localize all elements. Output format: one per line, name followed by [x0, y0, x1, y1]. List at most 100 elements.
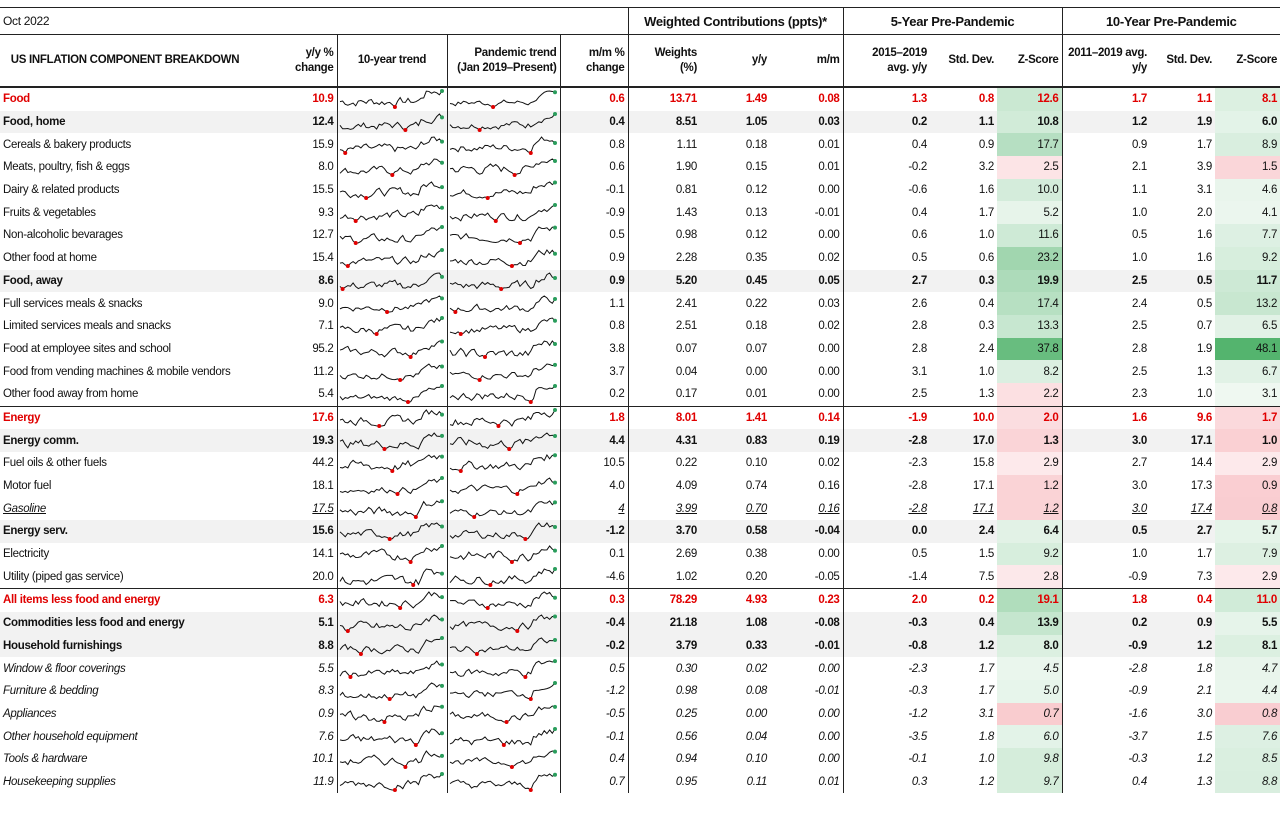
- cell: 1.1: [560, 292, 629, 315]
- column-header: m/m: [770, 34, 844, 88]
- cell: 10.1: [250, 747, 338, 771]
- z-score-cell: 2.9: [1215, 565, 1280, 589]
- cell: -0.3: [1128, 753, 1148, 766]
- z-score-cell: 8.5: [1215, 747, 1280, 771]
- sparkline-dot: [552, 614, 557, 619]
- cell: -1.6: [1128, 707, 1148, 720]
- cell: 2.5: [911, 388, 928, 401]
- z-score-cell: 48.1: [1215, 337, 1280, 361]
- sparkline: [449, 112, 557, 133]
- row-label: Appliances: [3, 707, 57, 720]
- sparkline-dot: [552, 251, 557, 256]
- sparkline-dot: [439, 274, 444, 279]
- z-score-cell: 23.2: [997, 246, 1063, 270]
- sparkline: [449, 658, 557, 679]
- cell: 0.4: [930, 611, 998, 635]
- sparkline-dot: [552, 596, 557, 601]
- cell: 1.41: [700, 405, 770, 430]
- cell: 1.43: [675, 206, 697, 219]
- cell: 0.02: [745, 662, 767, 675]
- cell: 0.0: [843, 520, 931, 543]
- cell: 1.0: [978, 229, 995, 242]
- sparkline-dot: [498, 286, 503, 291]
- cell: 0.4: [911, 206, 928, 219]
- cell: 0.8: [930, 86, 998, 111]
- cell: 3.0: [1131, 502, 1148, 515]
- cell: 1.8: [560, 405, 629, 430]
- cell: -1.2: [560, 520, 629, 543]
- cell: 2.8: [911, 342, 928, 355]
- trend-cell: [447, 747, 561, 771]
- sparkline-path: [339, 113, 442, 131]
- sparkline-path: [339, 705, 442, 723]
- sparkline-dot: [439, 412, 444, 417]
- sparkline: [339, 591, 444, 611]
- cell: -2.8: [908, 502, 928, 515]
- sparkline-dot: [353, 241, 358, 246]
- group-header: 5-Year Pre-Pandemic: [843, 7, 1063, 35]
- sparkline-path: [339, 409, 442, 427]
- sparkline-dot: [381, 446, 386, 451]
- sparkline: [339, 316, 444, 337]
- cell: -0.3: [908, 685, 928, 698]
- column-header: 2015–2019 avg. y/y: [843, 34, 931, 88]
- cell: 2.5: [1131, 320, 1148, 333]
- cell: 0.18: [745, 320, 767, 333]
- cell: -2.8: [1128, 662, 1148, 675]
- table-title: Oct 2022: [0, 7, 629, 35]
- z-score-cell: 1.5: [1215, 156, 1280, 179]
- row-label: Motor fuel: [3, 480, 52, 493]
- cell: -0.9: [560, 201, 629, 225]
- z-score-cell: 8.8: [1215, 770, 1280, 794]
- sparkline-dot: [392, 787, 397, 792]
- cell: 0.56: [675, 730, 697, 743]
- cell: 19.3: [250, 429, 338, 452]
- sparkline-path: [339, 272, 442, 290]
- sparkline-dot: [439, 617, 444, 622]
- sparkline-dot: [439, 730, 444, 735]
- inflation-table: Oct 2022 Weighted Contributions (ppts)* 5-…: [0, 7, 1280, 794]
- cell: 11.9: [250, 770, 338, 794]
- cell: 0.98: [675, 229, 697, 242]
- table-row: Household furnishings 8.8 -0.2 3.79 0.33 -0.0…: [0, 634, 1280, 658]
- cell: 9.3: [250, 201, 338, 225]
- sparkline-dot: [353, 218, 358, 223]
- sparkline-path: [339, 431, 442, 450]
- table-row: Limited services meals and snacks 7.1 0.8 2…: [0, 314, 1280, 338]
- cell: 0.58: [700, 520, 770, 543]
- trend-cell: [447, 224, 561, 247]
- sparkline: [339, 476, 444, 497]
- cell: -1.2: [560, 679, 629, 703]
- sparkline-path: [339, 158, 442, 177]
- cell: 17.1: [1150, 429, 1216, 452]
- cell: 1.7: [1196, 548, 1213, 561]
- sparkline-dot: [340, 286, 345, 291]
- z-score-cell: 1.2: [997, 497, 1063, 521]
- trend-cell: [447, 770, 561, 794]
- trend-cell: [337, 86, 448, 111]
- cell: 1.6: [1196, 252, 1213, 265]
- trend-cell: [337, 360, 448, 383]
- cell: 0.00: [770, 725, 844, 748]
- cell: 1.6: [1062, 405, 1151, 430]
- z-score-cell: 8.2: [997, 360, 1063, 383]
- row-label: Furniture & bedding: [3, 685, 99, 698]
- trend-cell: [337, 611, 448, 635]
- cell: 1.02: [675, 570, 697, 583]
- sparkline-dot: [552, 726, 557, 731]
- trend-cell: [337, 224, 448, 247]
- cell: 0.08: [745, 685, 767, 698]
- cell: 0.8: [560, 133, 629, 157]
- table-row: Energy serv. 15.6 -1.2 3.70 0.58 -0.04 0.0 2.4 6…: [0, 520, 1280, 543]
- sparkline-dot: [485, 606, 490, 611]
- cell: 1.1: [1131, 184, 1148, 197]
- sparkline: [449, 226, 557, 246]
- sparkline-dot: [384, 309, 389, 314]
- cell: 1.3: [1196, 365, 1213, 378]
- trend-cell: [447, 178, 561, 202]
- cell: 2.8: [911, 320, 928, 333]
- cell: -0.4: [560, 611, 629, 635]
- cell: 0.00: [770, 360, 844, 383]
- sparkline: [449, 726, 557, 747]
- sparkline: [449, 500, 557, 519]
